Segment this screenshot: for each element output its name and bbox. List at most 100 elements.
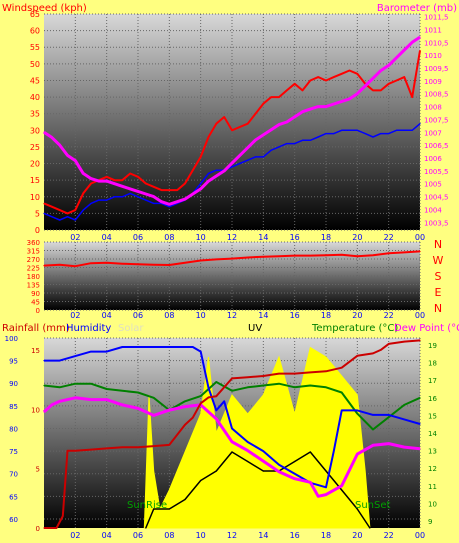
direction-series-point (200, 259, 202, 262)
windspeed-series-point (106, 176, 108, 178)
hour-tick-label: 12 (227, 233, 237, 242)
gust-series-point (317, 136, 319, 138)
gridlines (44, 13, 421, 528)
baro-tick-label: 1006 (424, 155, 442, 163)
direction-series-point (294, 255, 296, 257)
uv-series-point (262, 470, 264, 472)
baro-tick-label: 1007,5 (424, 116, 449, 124)
barometer-series-point (113, 183, 116, 185)
hour-tick-label: 16 (290, 531, 300, 540)
temp-title: Temperature (°C) (311, 323, 398, 334)
windspeed-series-point (278, 96, 280, 98)
direction-series-point (43, 265, 45, 267)
barometer-series-point (121, 185, 123, 187)
temperature-series-point (356, 453, 358, 455)
rainfall-series-point (121, 446, 123, 448)
dewpoint-series-point (341, 391, 343, 394)
humidity-series-point (90, 350, 92, 353)
gust-series-point (98, 199, 100, 201)
baro-tick-label: 1004 (424, 206, 442, 214)
humidity-tick-label: 65 (9, 493, 18, 501)
wind-tick-label: 50 (30, 60, 40, 69)
rainfall-series-point (247, 376, 249, 378)
windspeed-series-point (239, 126, 241, 128)
barometer-series-point (176, 201, 178, 203)
windspeed-series-point (270, 96, 272, 98)
rainfall-series-point (380, 349, 382, 351)
rainfall-series-point (419, 339, 421, 341)
humidity-series-point (388, 414, 390, 416)
gust-series-point (341, 129, 343, 131)
dewpoint-series-point (200, 395, 202, 397)
direction-series-point (106, 262, 108, 264)
dewpoint-series-point (121, 390, 123, 392)
barometer-series-point (129, 188, 131, 190)
humidity-series-point (294, 473, 296, 475)
direction-tick-label: 225 (27, 265, 40, 273)
wind-tick-label: 40 (30, 93, 40, 102)
gust-series-point (254, 156, 257, 158)
rainfall-series-point (403, 340, 405, 343)
uv-title: UV (248, 323, 262, 334)
barometer-series-point (160, 201, 163, 203)
hour-tick-label: 04 (102, 233, 112, 242)
hour-tick-label: 22 (384, 233, 394, 242)
wind-tick-label: 5 (35, 209, 40, 218)
barometer-series-point (59, 144, 61, 146)
direction-series-point (388, 252, 390, 254)
hour-tick-label: 00 (415, 233, 425, 242)
uv-series-point (231, 451, 233, 453)
windspeed-series-point (51, 206, 53, 208)
humidity-series-point (43, 360, 45, 362)
rainfall-series-point (388, 343, 390, 345)
windspeed-series-point (403, 76, 405, 78)
direction-series-point (372, 254, 374, 256)
temperature-series-point (137, 407, 139, 409)
hour-tick-label: 22 (384, 531, 394, 540)
direction-tick-label: 315 (27, 248, 40, 256)
barometer-series-point (388, 64, 390, 67)
dewpoint-series-point (356, 413, 358, 415)
gust-series-point (74, 219, 76, 221)
gust-series-point (129, 192, 131, 195)
direction-series-point (262, 256, 264, 258)
wind-title: Windspeed (kph) (2, 3, 87, 14)
baro-tick-label: 1010 (424, 52, 442, 60)
windspeed-series-point (286, 89, 288, 92)
windspeed-series-point (231, 129, 233, 131)
direction-tick-label: 45 (31, 299, 40, 307)
gust-series-point (325, 133, 327, 135)
gust-series-point (113, 196, 116, 198)
direction-series-point (278, 255, 280, 257)
baro-tick-label: 1006,5 (424, 142, 449, 150)
wind-tick-label: 25 (30, 143, 40, 152)
direction-series-point (90, 262, 92, 264)
hour-tick-label: 10 (196, 531, 206, 540)
temperature-series-point (90, 398, 92, 401)
temperature-series-point (262, 460, 264, 462)
temp-tick-label: 14 (428, 430, 437, 438)
gust-series-point (262, 156, 264, 158)
barometer-series-point (333, 103, 335, 105)
direction-tick-label: 90 (31, 290, 40, 298)
direction-series-point (247, 256, 249, 259)
humidity-series-point (247, 441, 249, 443)
windspeed-series-point (294, 83, 296, 85)
direction-series-point (153, 264, 155, 266)
direction-series-point (231, 258, 233, 260)
rainfall-series-point (231, 377, 233, 379)
compass-label: N (434, 302, 442, 315)
gust-series-point (153, 202, 155, 205)
temp-tick-label: 9 (428, 518, 432, 526)
barometer-series-point (372, 77, 374, 79)
dewpoint-series-point (153, 397, 155, 399)
humidity-tick-label: 75 (9, 448, 18, 456)
gust-series-point (286, 143, 288, 145)
uv-series-point (325, 470, 327, 472)
barometer-series-point (278, 123, 280, 126)
barometer-series-point (380, 69, 382, 72)
direction-series-point (168, 264, 170, 266)
barometer-series-point (309, 108, 311, 110)
windspeed-series-point (395, 79, 398, 82)
humidity-series-point (215, 409, 217, 411)
